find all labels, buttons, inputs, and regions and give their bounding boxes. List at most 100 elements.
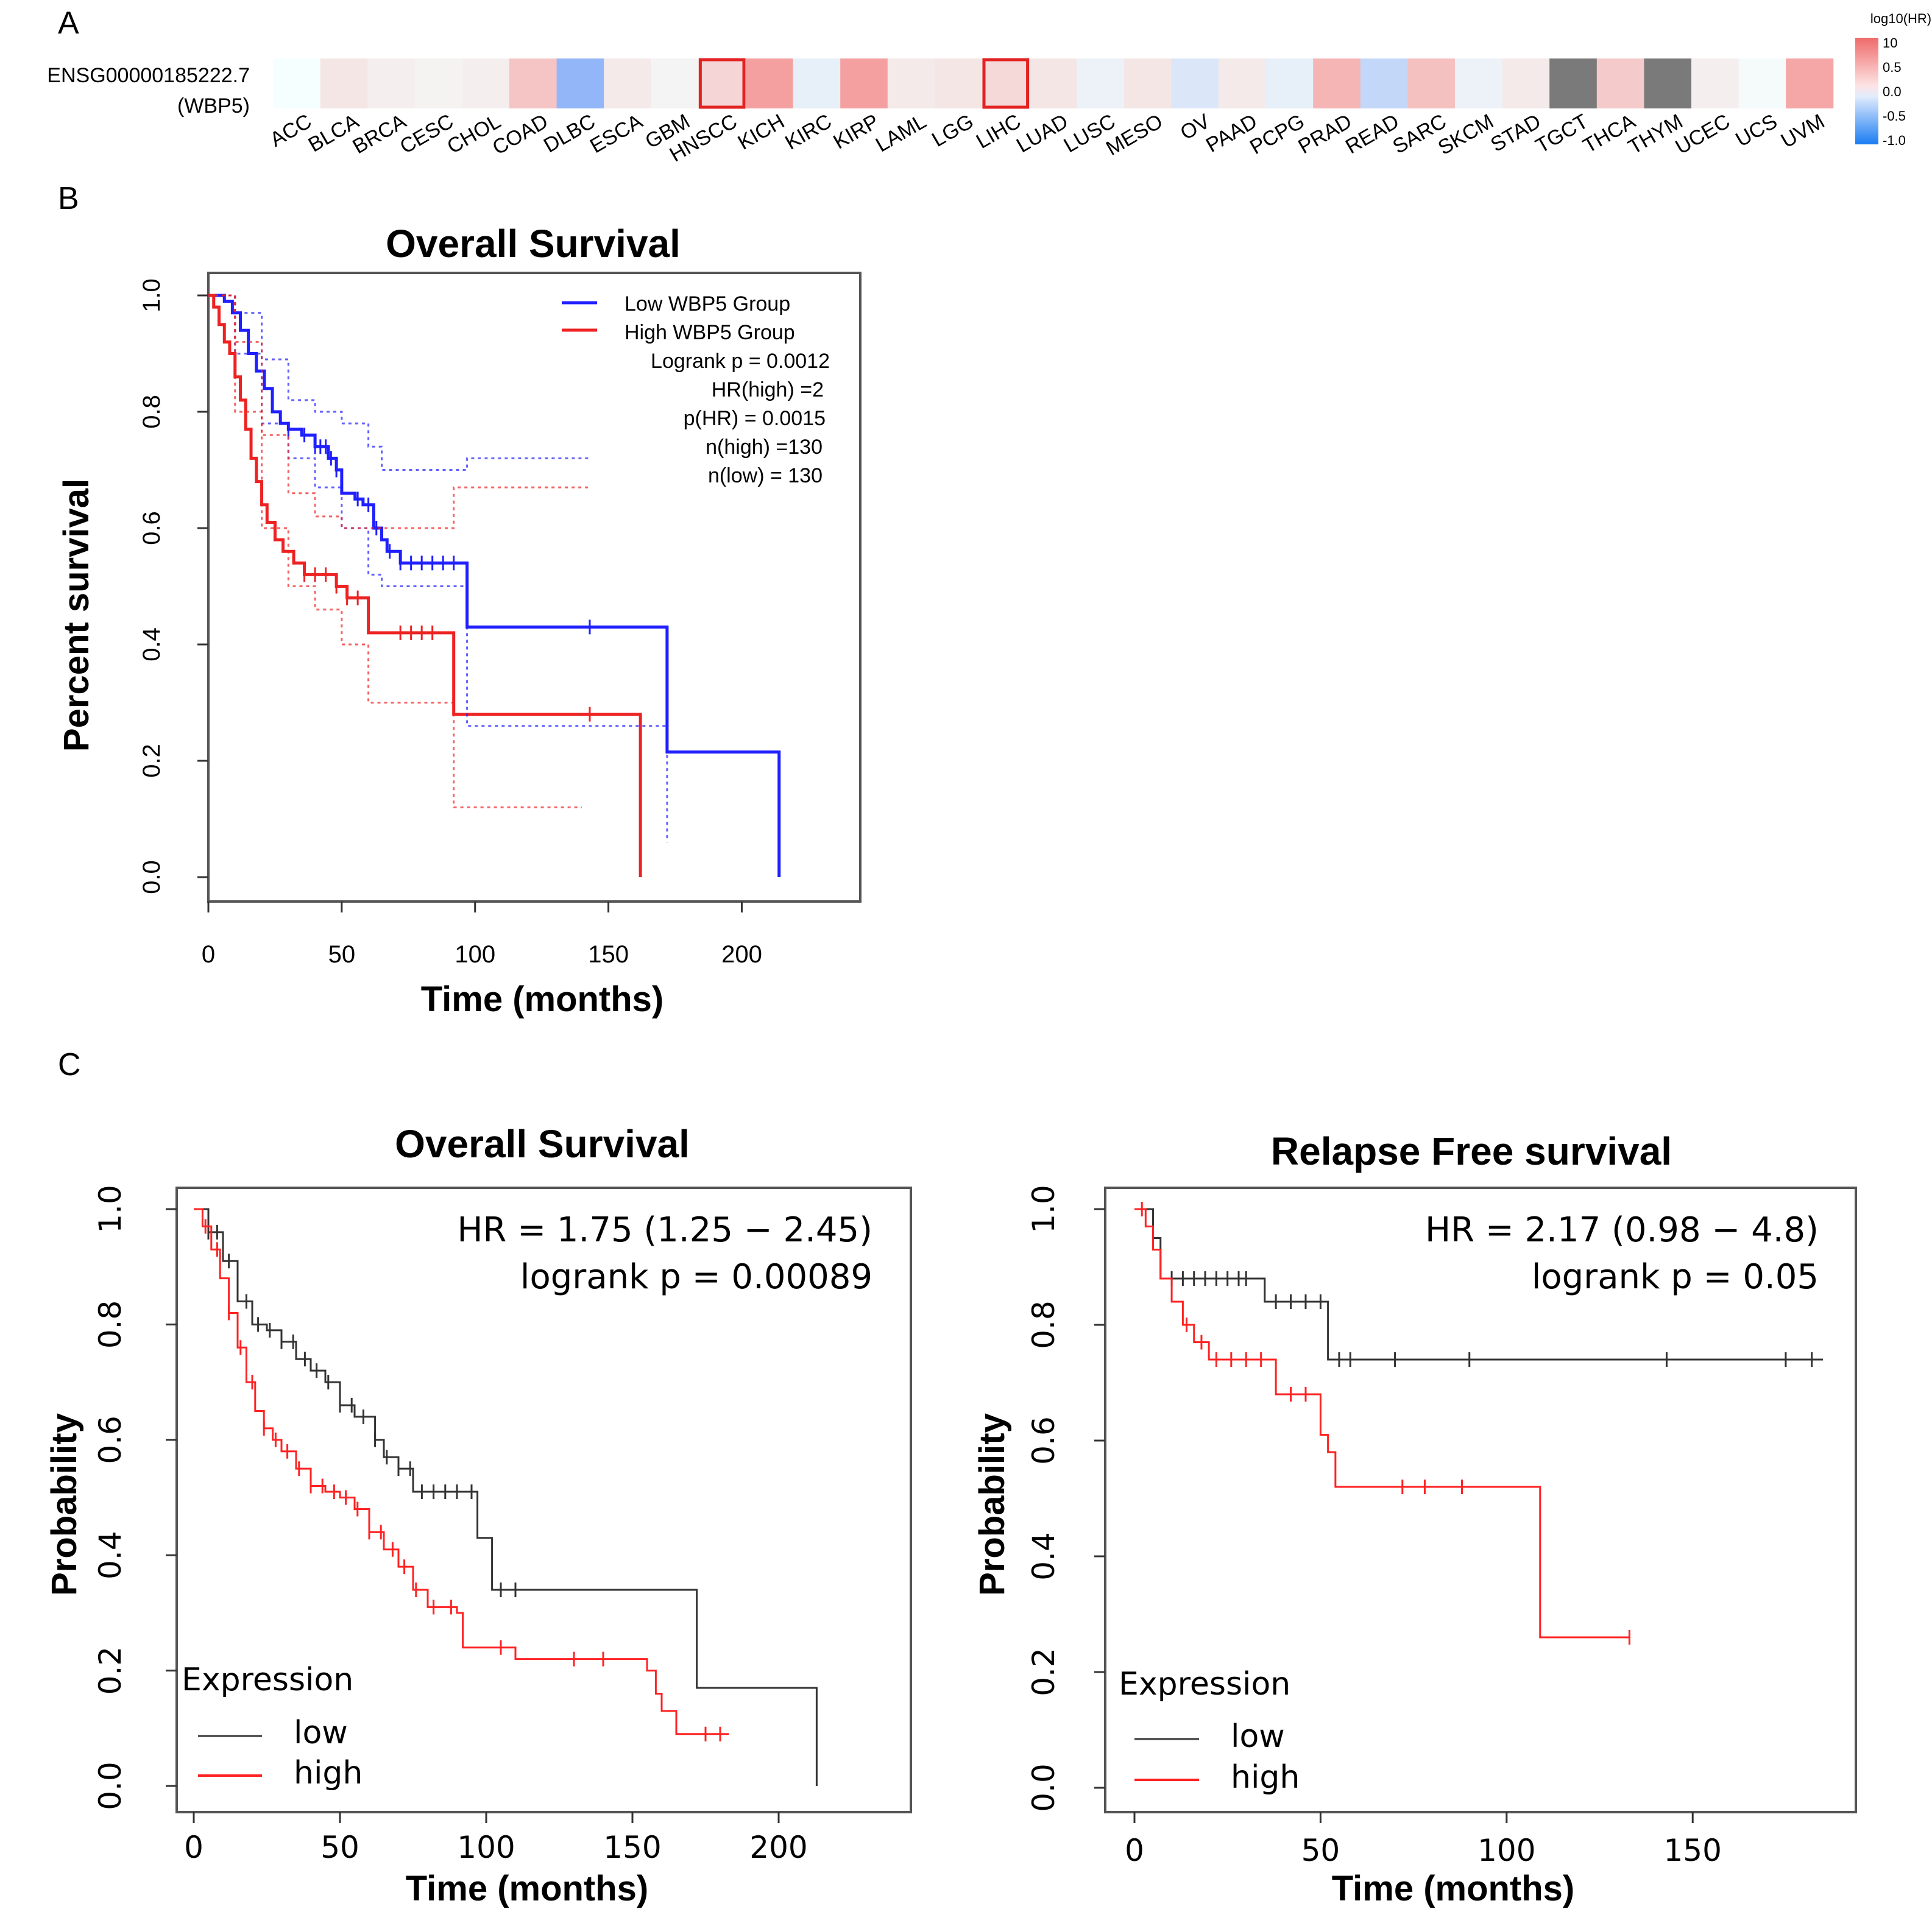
heatmap-label-laml: LAML — [872, 110, 930, 157]
heatmap-cell-dlbc — [556, 58, 604, 108]
panel-c-right-ytick-label: 0.4 — [1026, 1532, 1061, 1581]
legend-logrank: Logrank p = 0.0012 — [651, 350, 830, 373]
panel-c-left-ytick-label: 0.6 — [93, 1416, 128, 1464]
heatmap-label-lihc: LIHC — [972, 110, 1025, 153]
heatmap-label-lgg: LGG — [928, 110, 977, 152]
panel-c-left-title: Overall Survival — [395, 1122, 690, 1166]
heatmap-label-ucs: UCS — [1732, 110, 1781, 152]
heatmap-label-dlbc: DLBC — [540, 110, 600, 157]
heatmap-legend-tick: -0.5 — [1883, 108, 1906, 124]
panel-c-right-xlabel: Time (months) — [1332, 1869, 1575, 1908]
panel-label-a: A — [58, 5, 79, 41]
heatmap-cell-ucs — [1738, 58, 1786, 108]
panel-b-xlabel: Time (months) — [421, 979, 664, 1019]
heatmap-label-esca: ESCA — [586, 110, 646, 158]
panel-b-overall-survival: Overall Survival Time (months) Percent s… — [57, 222, 862, 1019]
panel-c-left-ytick-label: 0.4 — [93, 1531, 128, 1579]
heatmap-gene-name: (WBP5) — [177, 94, 250, 118]
heatmap-legend-tick: -1.0 — [1883, 133, 1906, 148]
heatmap-legend-tick: 0.5 — [1883, 60, 1902, 75]
panel-c-right-ytick-label: 0.6 — [1026, 1416, 1061, 1465]
panel-c-left-xtick-label: 150 — [603, 1830, 661, 1865]
heatmap-cell-ov — [1171, 58, 1219, 108]
legend-hr: HR(high) =2 — [712, 378, 824, 401]
heatmap-cell-thca — [1596, 58, 1644, 108]
heatmap-legend-bar — [1855, 38, 1878, 144]
heatmap-cell-lgg — [935, 58, 983, 108]
heatmap-label-pcpg: PCPG — [1246, 110, 1308, 159]
heatmap-label-read: READ — [1342, 110, 1403, 158]
panel-c-left-xtick-label: 50 — [320, 1830, 359, 1865]
panel-b-xtick-label: 150 — [588, 941, 629, 968]
panel-c-right-ytick-label: 0.0 — [1026, 1763, 1061, 1812]
panel-b-ytick-label: 0.8 — [138, 395, 165, 429]
heatmap-cell-luad — [1029, 58, 1077, 108]
heatmap-cell-acc — [273, 58, 321, 108]
panel-c-right-title: Relapse Free survival — [1271, 1129, 1672, 1173]
heatmap-cell-kirc — [793, 58, 841, 108]
heatmap-cell-hnscc — [698, 58, 746, 108]
panel-c-left-ytick-label: 0.2 — [93, 1646, 128, 1695]
heatmap-cell-paad — [1219, 58, 1267, 108]
panel-c-right-ylabel: Probability — [972, 1413, 1012, 1596]
panel-label-b: B — [58, 181, 79, 216]
panel-c-left-ytick-label: 0.8 — [93, 1300, 128, 1349]
legend-p-hr: p(HR) = 0.0015 — [684, 407, 826, 430]
heatmap-label-prad: PRAD — [1294, 110, 1356, 158]
heatmap-cell-pcpg — [1265, 58, 1314, 108]
heatmap-cell-laml — [887, 58, 935, 108]
heatmap-cell-stad — [1502, 58, 1550, 108]
heatmap-legend: log10(HR) 10 0.5 0.0 -0.5 -1.0 — [1855, 11, 1931, 148]
heatmap-gene-id: ENSG00000185222.7 — [47, 64, 250, 87]
panel-c-left-series-high-line — [194, 1208, 729, 1735]
heatmap-cell-kirp — [840, 58, 888, 108]
heatmap-cell-blca — [320, 58, 368, 108]
panel-c-left-legend-low: low — [294, 1715, 348, 1751]
heatmap-strip: ACCBLCABRCACESCCHOLCOADDLBCESCAGBMHNSCCK… — [266, 58, 1834, 166]
panel-b-xtick-label: 200 — [721, 941, 762, 968]
heatmap-label-kirc: KIRC — [781, 110, 835, 155]
heatmap-cell-read — [1360, 58, 1408, 108]
panel-b-title: Overall Survival — [386, 222, 681, 266]
heatmap-cell-gbm — [651, 58, 699, 108]
legend-n-low: n(low) = 130 — [708, 464, 823, 487]
heatmap-label-tgct: TGCT — [1532, 110, 1592, 158]
panel-b-ytick-label: 0.4 — [138, 627, 165, 662]
heatmap-label-blca: BLCA — [305, 110, 363, 157]
panel-c-right-legend-high: high — [1231, 1759, 1300, 1796]
panel-c-right-xtick-label: 50 — [1301, 1833, 1340, 1868]
heatmap-cell-ucec — [1691, 58, 1739, 108]
panel-c-right-hr: HR = 2.17 (0.98 − 4.8) — [1425, 1210, 1819, 1250]
heatmap-cell-skcm — [1455, 58, 1503, 108]
panel-b-xtick-label: 0 — [202, 941, 215, 968]
panel-c-right-xtick-label: 0 — [1125, 1833, 1144, 1868]
heatmap-cell-uvm — [1786, 58, 1834, 108]
panel-b-series-low-wbp5-group-line — [208, 294, 781, 877]
heatmap-cell-tgct — [1549, 58, 1598, 108]
panel-c-left-frame — [175, 1187, 912, 1813]
heatmap-label-stad: STAD — [1487, 110, 1545, 157]
heatmap-label-kich: KICH — [734, 110, 788, 155]
heatmap-label-brca: BRCA — [349, 110, 410, 158]
heatmap-highlight-lihc — [982, 58, 1030, 109]
heatmap-cell-chol — [462, 58, 510, 108]
panel-c-right-ytick-label: 0.2 — [1026, 1648, 1061, 1696]
heatmap-cell-thym — [1644, 58, 1692, 108]
panel-c-right-ytick-label: 0.8 — [1026, 1300, 1061, 1349]
panel-c-left-ylabel: Probability — [44, 1413, 84, 1596]
panel-b-series-low-upper-ci-line — [208, 294, 590, 471]
panel-c-left-series-low-line — [194, 1208, 818, 1786]
heatmap-label-luad: LUAD — [1013, 110, 1072, 157]
heatmap-label-thym: THYM — [1624, 110, 1686, 159]
heatmap-legend-tick: 10 — [1883, 35, 1897, 51]
heatmap-label-coad: COAD — [489, 110, 552, 160]
heatmap-label-cesc: CESC — [396, 110, 458, 158]
panel-c-relapse-free-survival: Relapse Free survival Time (months) Prob… — [972, 1129, 1857, 1908]
panel-c-right-logrank: logrank p = 0.05 — [1532, 1257, 1819, 1297]
panel-b-series-high-lower-ci-line — [208, 294, 582, 808]
panel-c-right-legend-low: low — [1231, 1718, 1285, 1755]
heatmap-highlight-hnscc — [698, 58, 746, 109]
panel-b-xtick-label: 50 — [328, 941, 356, 968]
panel-b-xtick-label: 100 — [455, 941, 495, 968]
heatmap-legend-title: log10(HR) — [1870, 11, 1931, 26]
